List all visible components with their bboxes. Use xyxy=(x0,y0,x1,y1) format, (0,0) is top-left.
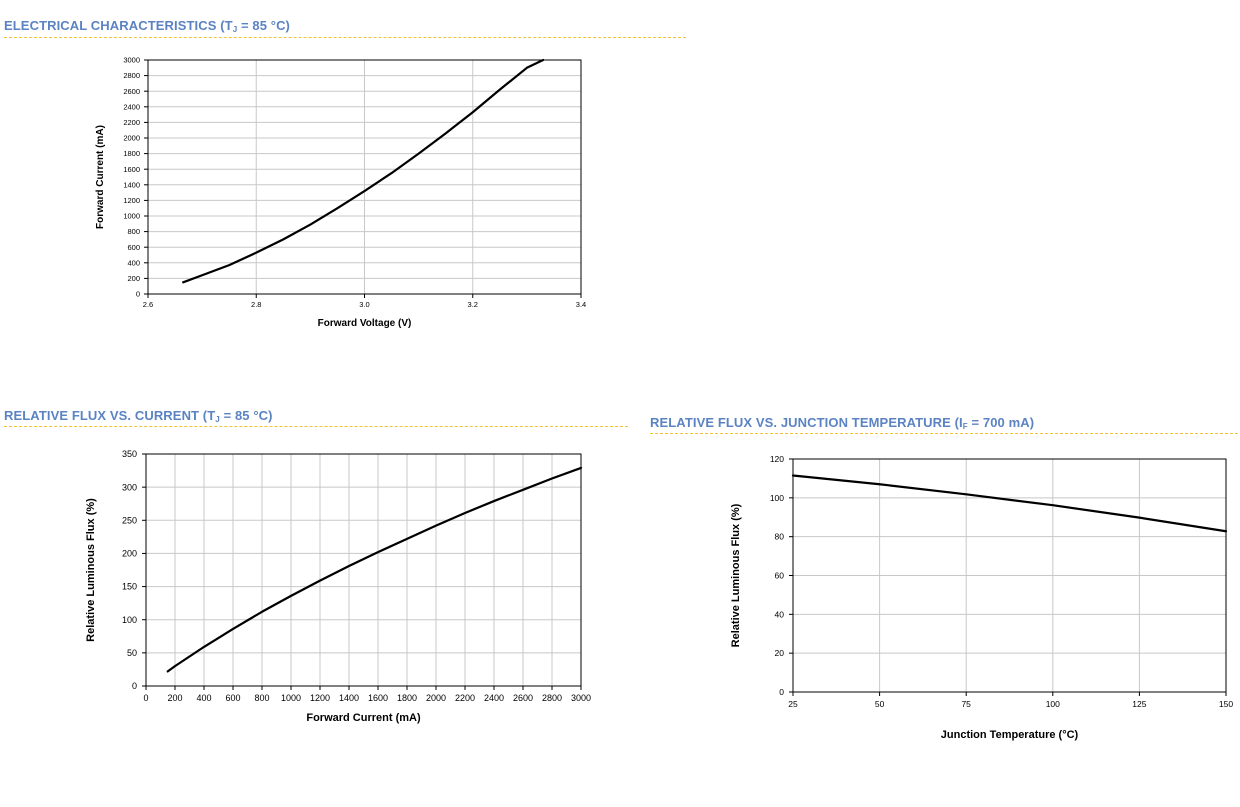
y-tick-label: 150 xyxy=(122,582,137,592)
title-text: = 700 mA) xyxy=(967,415,1035,430)
y-tick-label: 200 xyxy=(127,274,140,283)
x-tick-label: 2400 xyxy=(484,693,504,703)
x-tick-label: 2.6 xyxy=(143,300,153,309)
y-tick-label: 1200 xyxy=(123,196,140,205)
x-tick-label: 800 xyxy=(254,693,269,703)
series-line xyxy=(166,466,583,673)
x-tick-label: 2200 xyxy=(455,693,475,703)
y-tick-label: 2600 xyxy=(123,87,140,96)
x-tick-label: 3.2 xyxy=(468,300,478,309)
y-tick-label: 100 xyxy=(122,615,137,625)
x-tick-label: 3.4 xyxy=(576,300,586,309)
y-tick-label: 350 xyxy=(122,449,137,459)
y-tick-label: 1800 xyxy=(123,149,140,158)
y-tick-label: 1400 xyxy=(123,180,140,189)
x-tick-label: 2800 xyxy=(542,693,562,703)
title-subscript: J xyxy=(215,415,220,424)
y-tick-label: 0 xyxy=(136,290,140,299)
y-tick-label: 0 xyxy=(779,687,784,697)
y-tick-label: 1600 xyxy=(123,165,140,174)
x-tick-label: 3000 xyxy=(571,693,591,703)
x-tick-label: 400 xyxy=(196,693,211,703)
y-tick-label: 100 xyxy=(770,493,784,503)
x-tick-label: 600 xyxy=(225,693,240,703)
y-tick-label: 40 xyxy=(775,609,785,619)
x-axis-label: Junction Temperature (°C) xyxy=(941,729,1079,741)
y-axis-label: Relative Luminous Flux (%) xyxy=(730,503,742,647)
x-axis-label: Forward Current (mA) xyxy=(306,712,421,724)
y-tick-label: 3000 xyxy=(123,56,140,65)
series-line xyxy=(182,58,545,284)
x-tick-label: 1800 xyxy=(397,693,417,703)
section-divider xyxy=(650,433,1238,434)
y-tick-label: 80 xyxy=(775,532,785,542)
y-axis-label: Forward Current (mA) xyxy=(95,125,106,229)
title-text: RELATIVE FLUX VS. JUNCTION TEMPERATURE (… xyxy=(650,415,963,430)
title-text: RELATIVE FLUX VS. CURRENT (T xyxy=(4,408,216,423)
y-tick-label: 300 xyxy=(122,482,137,492)
x-tick-label: 1400 xyxy=(339,693,359,703)
y-tick-label: 50 xyxy=(127,648,137,658)
x-tick-label: 2600 xyxy=(513,693,533,703)
x-tick-label: 150 xyxy=(1219,699,1233,709)
x-tick-label: 2.8 xyxy=(251,300,261,309)
title-subscript: J xyxy=(232,25,238,34)
y-tick-label: 2000 xyxy=(123,134,140,143)
title-text: = 85 °C) xyxy=(237,18,290,33)
x-tick-label: 25 xyxy=(788,699,798,709)
section-title-electrical: ELECTRICAL CHARACTERISTICS (TJ = 85 °C) xyxy=(4,18,290,34)
y-tick-label: 800 xyxy=(127,227,140,236)
section-divider xyxy=(4,37,686,38)
y-tick-label: 2400 xyxy=(123,102,140,111)
plot-frame xyxy=(145,453,582,687)
y-tick-label: 200 xyxy=(122,549,137,559)
y-tick-label: 120 xyxy=(770,454,784,464)
section-divider xyxy=(4,426,628,427)
y-tick-label: 2800 xyxy=(123,71,140,80)
x-tick-label: 125 xyxy=(1132,699,1146,709)
series-line xyxy=(791,474,1228,533)
title-text: ELECTRICAL CHARACTERISTICS (T xyxy=(4,18,233,33)
x-tick-label: 1600 xyxy=(368,693,388,703)
y-tick-label: 60 xyxy=(775,570,785,580)
x-tick-label: 0 xyxy=(143,693,148,703)
title-subscript: F xyxy=(962,422,968,431)
x-tick-label: 50 xyxy=(875,699,885,709)
section-title-flux-temperature: RELATIVE FLUX VS. JUNCTION TEMPERATURE (… xyxy=(650,415,1034,431)
y-tick-label: 0 xyxy=(132,681,137,691)
section-title-flux-current: RELATIVE FLUX VS. CURRENT (TJ = 85 °C) xyxy=(4,408,273,424)
x-tick-label: 3.0 xyxy=(359,300,369,309)
x-axis-label: Forward Voltage (V) xyxy=(318,318,412,329)
y-tick-label: 2200 xyxy=(123,118,140,127)
y-axis-label: Relative Luminous Flux (%) xyxy=(85,498,97,642)
y-tick-label: 400 xyxy=(127,258,140,267)
x-tick-label: 200 xyxy=(167,693,182,703)
x-tick-label: 2000 xyxy=(426,693,446,703)
y-tick-label: 1000 xyxy=(123,212,140,221)
y-tick-label: 600 xyxy=(127,243,140,252)
x-tick-label: 1200 xyxy=(310,693,330,703)
x-tick-label: 100 xyxy=(1046,699,1060,709)
x-tick-label: 1000 xyxy=(281,693,301,703)
title-text: = 85 °C) xyxy=(219,408,273,423)
y-tick-label: 20 xyxy=(775,648,785,658)
x-tick-label: 75 xyxy=(961,699,971,709)
y-tick-label: 250 xyxy=(122,515,137,525)
